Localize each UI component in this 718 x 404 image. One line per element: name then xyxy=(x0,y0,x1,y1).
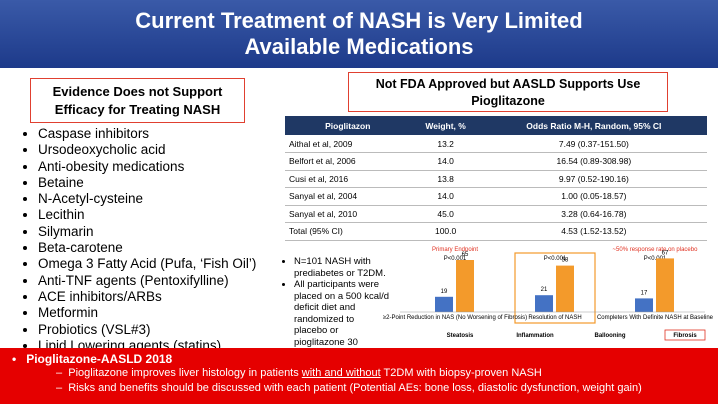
text: T2DM with biopsy-proven NASH xyxy=(380,367,542,379)
list-item: Metformin xyxy=(38,305,256,321)
placebo-note: ~50% response rate on placebo xyxy=(613,247,699,253)
header-cell: Odds Ratio M-H, Random, 95% CI xyxy=(480,116,707,135)
cell: 13.2 xyxy=(410,135,481,153)
value-label: 65 xyxy=(462,252,469,258)
table-row: Aithal et al, 2009 13.2 7.49 (0.37-151.50) xyxy=(285,135,707,153)
cell: 13.8 xyxy=(410,170,481,188)
right-box: Not FDA Approved but AASLD Supports Use P… xyxy=(348,72,668,112)
list-item: Silymarin xyxy=(38,224,256,240)
cell: 3.28 (0.64-16.78) xyxy=(480,205,707,223)
p-value: P<0.001 xyxy=(644,256,667,262)
cell: 9.97 (0.52-190.16) xyxy=(480,170,707,188)
table-row: Belfort et al, 2006 14.0 16.54 (0.89-308.9… xyxy=(285,152,707,171)
cell: Sanyal et al, 2010 xyxy=(285,205,411,223)
header: Current Treatment of NASH is Very Limite… xyxy=(0,0,718,68)
category-label: Resolution of NASH xyxy=(528,315,581,321)
bottom-label: Ballooning xyxy=(595,333,626,339)
footer: • Pioglitazone-AASLD 2018 – Pioglitazone… xyxy=(0,348,718,404)
category-label: ≥2-Point Reduction in NAS (No Worsening … xyxy=(383,315,527,321)
list-item: Beta-carotene xyxy=(38,240,256,256)
value-label: 58 xyxy=(562,258,569,264)
cell: 1.00 (0.05-18.57) xyxy=(480,187,707,206)
header-cell: Weight, % xyxy=(410,116,481,135)
value-label: 19 xyxy=(441,289,448,295)
table-row: Sanyal et al, 2004 14.0 1.00 (0.05-18.57) xyxy=(285,187,707,206)
table-header: Pioglitazon Weight, % Odds Ratio M-H, Rand… xyxy=(285,116,707,135)
cell: 14.0 xyxy=(410,187,481,206)
text: Pioglitazone improves liver histology in… xyxy=(68,367,302,379)
cell: 7.49 (0.37-151.50) xyxy=(480,135,707,153)
primary-label: Primary Endpoint xyxy=(432,247,478,253)
bar xyxy=(535,295,553,312)
list-item: Lecithin xyxy=(38,207,256,223)
list-item: N-Acetyl-cysteine xyxy=(38,191,256,207)
table-row: Sanyal et al, 2010 45.0 3.28 (0.64-16.78) xyxy=(285,205,707,223)
footer-line: – Risks and benefits should be discussed… xyxy=(56,382,642,394)
text: Risks and benefits should be discussed w… xyxy=(68,382,642,394)
footer-heading: • Pioglitazone-AASLD 2018 xyxy=(12,352,173,366)
cell: 45.0 xyxy=(410,205,481,223)
list-item: Caspase inhibitors xyxy=(38,126,256,142)
bar xyxy=(435,296,453,312)
highlight-box xyxy=(514,252,596,324)
footer-line: – Pioglitazone improves liver histology … xyxy=(56,367,542,379)
header-cell: Pioglitazon xyxy=(285,116,411,135)
cell: 4.53 (1.52-13.52) xyxy=(480,222,707,241)
left-box: Evidence Does not Support Efficacy for T… xyxy=(30,78,245,123)
value-label: 17 xyxy=(641,290,648,296)
cell: Cusi et al, 2016 xyxy=(285,170,411,188)
bottom-label: Fibrosis xyxy=(673,333,697,339)
list-item: Ursodeoxycholic acid xyxy=(38,142,256,158)
list-item: Anti-TNF agents (Pentoxifylline) xyxy=(38,273,256,289)
list-item: ACE inhibitors/ARBs xyxy=(38,289,256,305)
meta-table: Pioglitazon Weight, % Odds Ratio M-H, Rand… xyxy=(285,116,707,241)
bullet: N=101 NASH with prediabetes or T2DM. xyxy=(294,256,390,279)
label-box xyxy=(664,329,706,341)
table-row: Total (95% CI) 100.0 4.53 (1.52-13.52) xyxy=(285,222,707,241)
heading: Pioglitazone-AASLD 2018 xyxy=(26,352,173,366)
cell: Belfort et al, 2006 xyxy=(285,152,411,171)
text: with and without xyxy=(301,367,381,379)
value-label: 67 xyxy=(662,250,669,256)
cell: 16.54 (0.89-308.98) xyxy=(480,152,707,171)
cell: 14.0 xyxy=(410,152,481,171)
bullet: All participants were placed on a 500 kc… xyxy=(294,279,390,348)
cell: Sanyal et al, 2004 xyxy=(285,187,411,206)
bar xyxy=(556,265,574,312)
bar xyxy=(656,258,674,312)
list-item: Omega 3 Fatty Acid (Pufa, ‘Fish Oil’) xyxy=(38,256,256,272)
list-item: Probiotics (VSL#3) xyxy=(38,322,256,338)
box-title: Pioglitazone xyxy=(471,94,545,108)
cell: Aithal et al, 2009 xyxy=(285,135,411,153)
value-label: 21 xyxy=(541,287,548,293)
p-value: P<0.001 xyxy=(544,256,567,262)
cell: Total (95% CI) xyxy=(285,222,411,241)
bottom-label: Steatosis xyxy=(447,333,474,339)
box-title: Not FDA Approved but AASLD Supports Use xyxy=(375,77,641,91)
bar xyxy=(456,260,474,312)
left-list: Caspase inhibitorsUrsodeoxycholic acidAn… xyxy=(20,126,256,354)
table-row: Cusi et al, 2016 13.8 9.97 (0.52-190.16) xyxy=(285,170,707,188)
category-label: Completers With Definite NASH at Baselin… xyxy=(597,315,714,321)
cell: 100.0 xyxy=(410,222,481,241)
bottom-label: Inflammation xyxy=(516,333,554,339)
study-bullets: N=101 NASH with prediabetes or T2DM.All … xyxy=(280,256,390,348)
list-item: Betaine xyxy=(38,175,256,191)
bar xyxy=(635,298,653,312)
title: Current Treatment of NASH is Very Limite… xyxy=(135,8,583,33)
list-item: Anti-obesity medications xyxy=(38,159,256,175)
title: Available Medications xyxy=(244,34,474,59)
p-value: P<0.001 xyxy=(444,256,467,262)
